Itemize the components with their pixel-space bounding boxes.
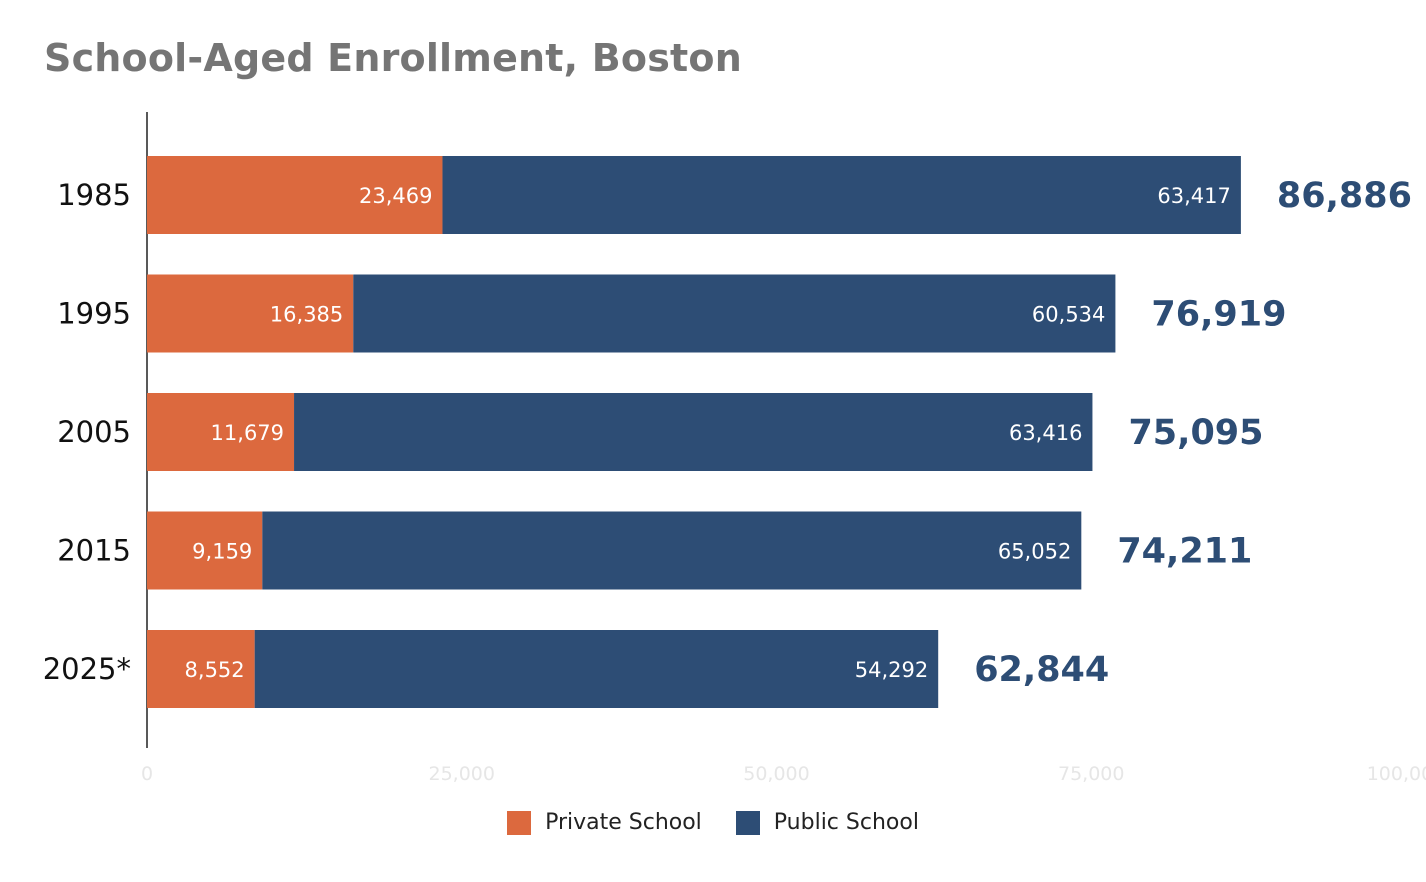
- bar-public-2015: [262, 511, 1082, 590]
- total-label-2015: 74,211: [1117, 532, 1252, 572]
- total-label-1995: 76,919: [1151, 295, 1286, 335]
- x-tick-label-4: 100,000: [1367, 763, 1426, 785]
- bar-private-1995: [147, 274, 354, 353]
- legend-swatch-public: [735, 810, 760, 835]
- total-label-2005: 75,095: [1128, 413, 1263, 453]
- total-label-1985: 86,886: [1277, 176, 1412, 216]
- x-tick-label-0: 0: [141, 763, 153, 785]
- data-label-private-1985: 23,469: [359, 184, 432, 208]
- category-label-1985: 1985: [57, 178, 131, 212]
- category-label-2005: 2005: [57, 415, 131, 449]
- data-label-private-1995: 16,385: [270, 303, 343, 327]
- bar-public-2025: [254, 630, 939, 708]
- legend-label-private: Private School: [545, 810, 702, 835]
- data-label-public-1985: 63,417: [1157, 184, 1230, 208]
- legend-item-private[interactable]: Private School: [507, 810, 702, 835]
- x-tick-label-2: 50,000: [743, 763, 809, 785]
- chart-legend: Private School Public School: [0, 810, 1426, 835]
- total-label-2025: 62,844: [974, 650, 1109, 690]
- legend-label-public: Public School: [773, 810, 919, 835]
- category-label-1995: 1995: [57, 297, 131, 331]
- x-tick-label-3: 75,000: [1058, 763, 1124, 785]
- data-label-public-2025: 54,292: [855, 658, 928, 682]
- legend-swatch-private: [507, 810, 532, 835]
- bar-private-2015: [147, 511, 263, 590]
- data-label-public-1995: 60,534: [1032, 303, 1105, 327]
- bar-public-2005: [294, 393, 1093, 471]
- data-label-public-2015: 65,052: [998, 540, 1071, 564]
- bar-private-1985: [147, 156, 443, 234]
- data-label-private-2005: 11,679: [211, 421, 284, 445]
- data-label-public-2005: 63,416: [1009, 421, 1082, 445]
- x-tick-label-1: 25,000: [429, 763, 495, 785]
- bar-public-1995: [353, 274, 1116, 353]
- data-label-private-2025: 8,552: [185, 658, 245, 682]
- bar-private-2025: [147, 630, 255, 708]
- bar-private-2005: [147, 393, 295, 471]
- bar-public-1985: [442, 156, 1241, 234]
- category-label-2015: 2015: [57, 534, 131, 568]
- data-label-private-2015: 9,159: [192, 540, 252, 564]
- chart-title: School-Aged Enrollment, Boston: [44, 36, 742, 80]
- bar-chart: 23,469 63,417 1985 86,886 16,385 60,534 1995 76…: [43, 112, 1426, 785]
- legend-item-public[interactable]: Public School: [735, 810, 919, 835]
- category-label-2025: 2025*: [43, 652, 131, 686]
